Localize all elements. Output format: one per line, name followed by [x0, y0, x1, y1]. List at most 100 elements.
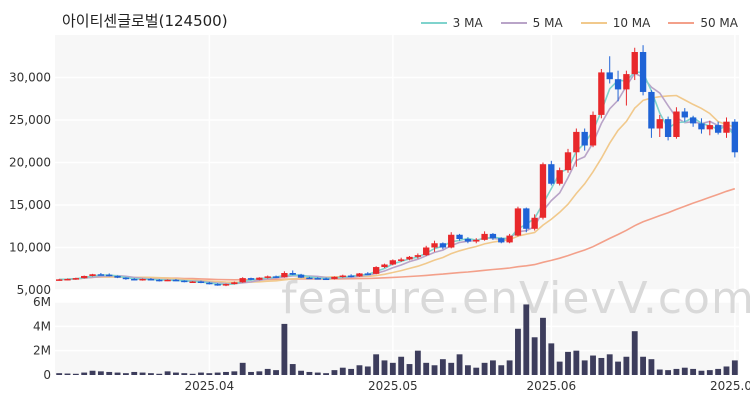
- volume-bar: [298, 370, 304, 375]
- candle-body: [72, 278, 80, 280]
- volume-bar: [706, 370, 713, 375]
- candle-body: [539, 164, 547, 218]
- volume-bar: [248, 371, 254, 375]
- volume-bar: [623, 356, 630, 375]
- candle-body: [664, 119, 672, 137]
- candle-body: [156, 279, 163, 282]
- legend: 3 MA 5 MA 10 MA 50 MA: [420, 16, 738, 30]
- candle-body: [339, 275, 346, 278]
- volume-bar: [239, 362, 246, 375]
- candle-body: [231, 282, 238, 285]
- price-tick-label: 30,000: [9, 71, 51, 85]
- volume-bar: [356, 365, 363, 375]
- volume-bar: [97, 371, 104, 375]
- volume-tick-label: 2M: [33, 344, 51, 358]
- candle-body: [556, 170, 563, 184]
- candle-body: [297, 274, 305, 278]
- candle-body: [389, 260, 396, 265]
- volume-bar: [515, 328, 521, 375]
- volume-bar: [723, 366, 730, 375]
- volume-bar: [448, 362, 455, 375]
- volume-bar: [498, 365, 505, 375]
- volume-bar: [439, 359, 446, 375]
- volume-bar: [264, 368, 271, 375]
- volume-bar: [456, 354, 463, 375]
- candle-body: [64, 278, 71, 281]
- volume-bar: [373, 354, 380, 375]
- candle-body: [673, 111, 680, 137]
- volume-bar: [406, 364, 413, 375]
- candle-body: [448, 234, 455, 248]
- volume-bar: [156, 373, 163, 375]
- candle-body: [614, 79, 622, 90]
- candle-body: [581, 131, 588, 146]
- candle-body: [314, 278, 321, 280]
- candle-body: [131, 278, 138, 281]
- volume-bar: [81, 372, 88, 375]
- volume-bar: [681, 367, 688, 375]
- volume-bar: [490, 360, 496, 375]
- candle-body: [631, 52, 638, 75]
- candle-body: [464, 239, 472, 242]
- volume-bar: [473, 367, 480, 375]
- price-tick-label: 15,000: [9, 198, 51, 212]
- candle-body: [114, 275, 121, 278]
- volume-bar: [223, 371, 229, 375]
- candle-body: [531, 217, 538, 229]
- candle-body: [214, 284, 221, 286]
- volume-bar: [198, 372, 204, 375]
- volume-bar: [289, 364, 296, 375]
- candle-body: [331, 276, 338, 279]
- legend-label: 3 MA: [452, 16, 483, 30]
- volume-bar: [364, 366, 371, 375]
- volume-bar: [64, 373, 71, 375]
- volume-bar: [206, 373, 213, 375]
- candle-body: [139, 278, 146, 281]
- candle-body: [656, 119, 663, 129]
- candle-body: [714, 125, 722, 133]
- volume-bar: [339, 367, 346, 375]
- legend-item-3-ma: 3 MA: [420, 16, 483, 30]
- candle-body: [189, 281, 196, 283]
- legend-item-10-ma: 10 MA: [580, 16, 650, 30]
- candle-body: [439, 243, 447, 248]
- candle-body: [723, 121, 730, 133]
- volume-bar: [464, 365, 471, 375]
- candle-body: [423, 247, 430, 256]
- volume-bar: [131, 371, 138, 375]
- volume-bar: [506, 360, 513, 375]
- candle-body: [573, 131, 580, 153]
- volume-bar: [481, 362, 488, 375]
- candle-body: [473, 239, 480, 242]
- volume-bar: [698, 370, 705, 375]
- candle-body: [623, 74, 630, 90]
- candle-body: [689, 117, 697, 124]
- volume-bar: [331, 370, 338, 375]
- volume-bar: [540, 317, 546, 375]
- legend-swatch: [580, 22, 607, 24]
- volume-bar: [423, 362, 430, 375]
- candle-body: [564, 152, 572, 171]
- candle-body: [648, 91, 655, 129]
- legend-swatch: [500, 22, 527, 24]
- legend-label: 50 MA: [700, 16, 738, 30]
- volume-bar: [431, 365, 438, 375]
- candle-body: [706, 125, 713, 130]
- volume-bar: [615, 361, 621, 375]
- candle-body: [639, 52, 647, 92]
- volume-bar: [531, 337, 538, 375]
- candle-body: [172, 279, 180, 282]
- candle-body: [289, 273, 296, 275]
- x-tick-label: 2025.04: [185, 379, 235, 393]
- volume-bar: [656, 369, 663, 375]
- volume-bar: [581, 360, 588, 375]
- candle-body: [347, 275, 355, 278]
- volume-bar: [523, 304, 530, 375]
- candle-body: [481, 233, 488, 240]
- candle-body: [147, 278, 155, 281]
- candle-body: [272, 276, 280, 278]
- volume-bar: [164, 371, 171, 375]
- volume-bar: [314, 372, 321, 375]
- candle-body: [122, 277, 130, 280]
- candle-body: [681, 111, 688, 118]
